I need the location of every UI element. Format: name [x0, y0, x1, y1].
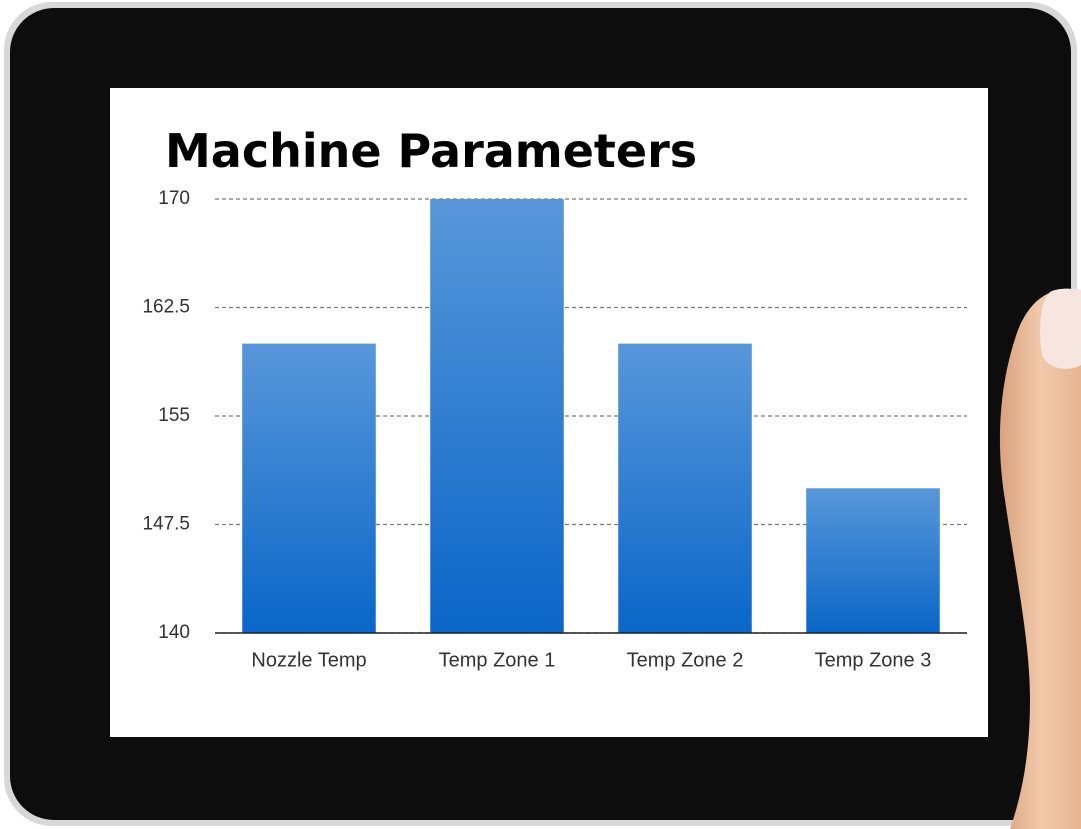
y-tick-label: 155: [158, 405, 190, 426]
y-tick-label: 147.5: [142, 514, 190, 535]
x-tick-label: Temp Zone 2: [627, 649, 744, 671]
y-tick-label: 162.5: [142, 297, 190, 318]
hand: [999, 289, 1081, 829]
x-tick-label: Temp Zone 1: [439, 649, 556, 671]
bar-shine: [806, 488, 940, 633]
bar-shine: [242, 343, 376, 633]
chart-title: Machine Parameters: [165, 124, 697, 178]
bar-shine: [430, 199, 564, 633]
x-tick-label: Nozzle Temp: [251, 649, 366, 671]
y-tick-label: 170: [158, 188, 190, 209]
bar-shine: [618, 343, 752, 633]
x-tick-label: Temp Zone 3: [815, 649, 932, 671]
y-tick-label: 140: [158, 622, 190, 643]
plot: 140 147.5 155 162.5 170 Nozzle Temp Temp Zone …: [142, 188, 967, 671]
thumbnail: [1040, 288, 1081, 369]
